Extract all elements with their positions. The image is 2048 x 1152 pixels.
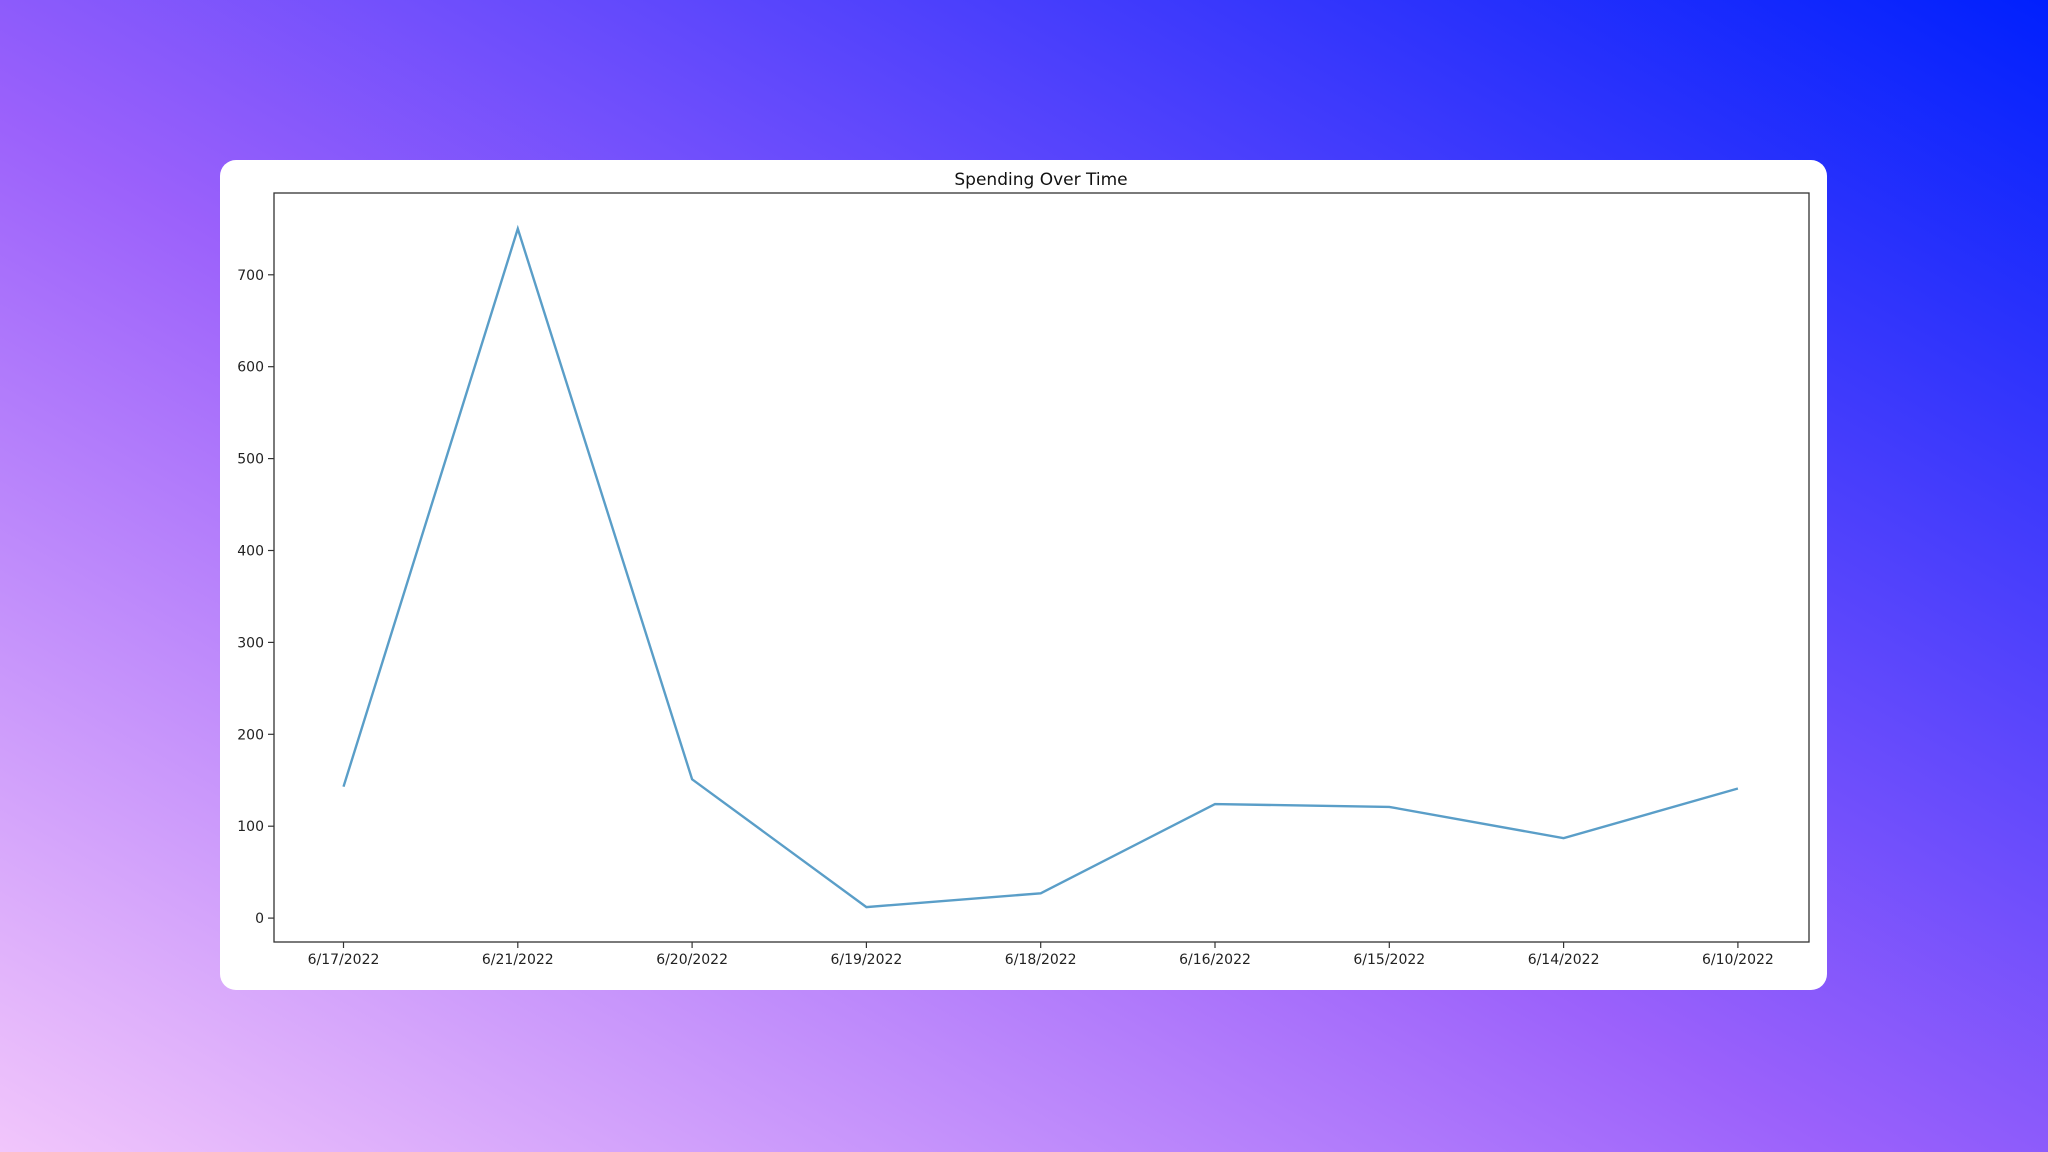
- y-tick-label: 300: [237, 635, 264, 651]
- series-layer: [342, 224, 1739, 909]
- plot-frame: [273, 192, 1810, 943]
- x-tick-label: 6/21/2022: [482, 952, 554, 968]
- x-tick-label: 6/18/2022: [1005, 952, 1077, 968]
- x-tick-label: 6/14/2022: [1528, 952, 1600, 968]
- y-tick-label: 0: [255, 911, 264, 927]
- x-axis: 6/17/2022 6/21/2022 6/20/2022 6/19/2022 6/18…: [308, 942, 1774, 968]
- chart-title: Spending Over Time: [954, 170, 1127, 190]
- y-axis: 0 100 200 300 400 500 600 700: [237, 268, 274, 927]
- y-tick-label: 100: [237, 819, 264, 835]
- x-tick-label: 6/10/2022: [1702, 952, 1774, 968]
- series-line: [342, 224, 1739, 909]
- x-tick-label: 6/19/2022: [831, 952, 903, 968]
- y-tick-label: 200: [237, 727, 264, 743]
- y-tick-label: 700: [237, 268, 264, 284]
- x-tick-label: 6/16/2022: [1179, 952, 1251, 968]
- x-tick-label: 6/20/2022: [656, 952, 728, 968]
- x-tick-label: 6/15/2022: [1353, 952, 1425, 968]
- line-chart: Spending Over Time 0 100 200 300 400 500 600 70…: [237, 170, 1810, 968]
- x-tick-label: 6/17/2022: [308, 952, 380, 968]
- y-tick-label: 400: [237, 543, 264, 559]
- chart-card: Spending Over Time 0 100 200 300 400 500 600 70…: [220, 160, 1827, 990]
- y-tick-label: 600: [237, 360, 264, 376]
- y-tick-label: 500: [237, 452, 264, 468]
